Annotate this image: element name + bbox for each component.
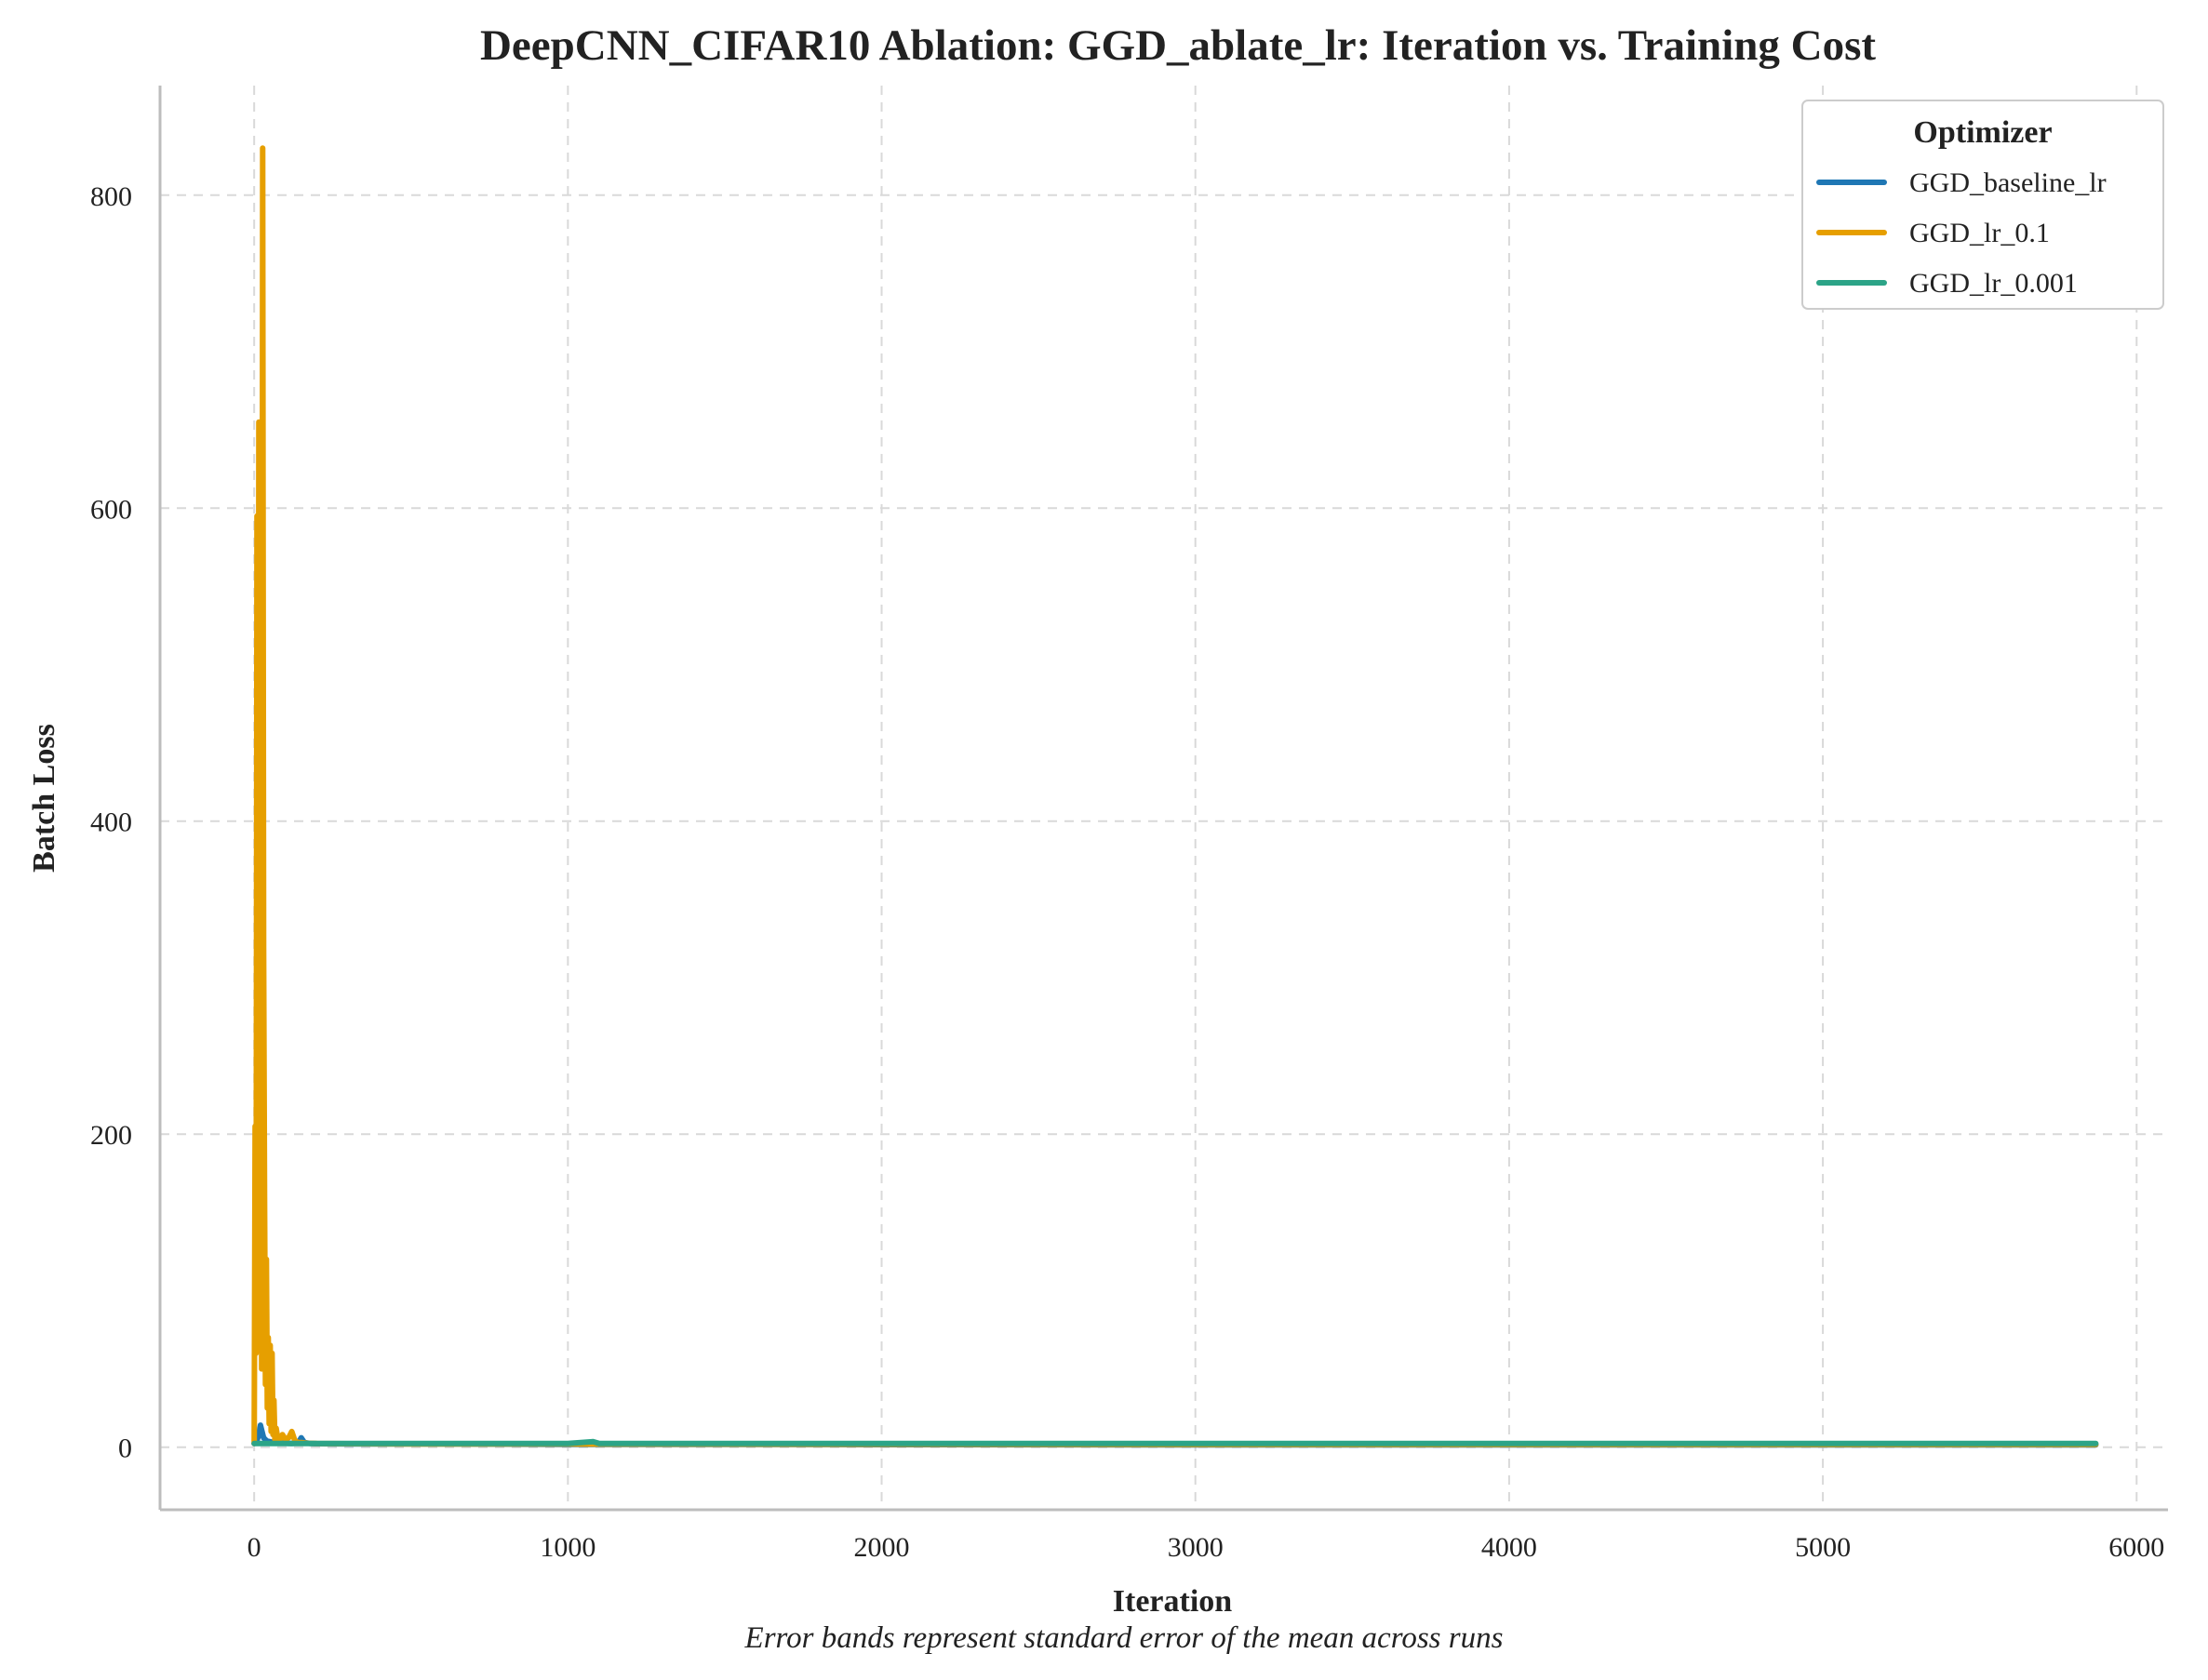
legend-label-ggd-lr-0-1: GGD_lr_0.1 [1909, 218, 2050, 248]
legend-label-ggd-lr-0-001: GGD_lr_0.001 [1909, 268, 2078, 299]
x-tick-label: 4000 [1481, 1532, 1537, 1563]
series-line-ggd-lr-0-1 [251, 145, 2099, 1447]
series-lines [251, 145, 2099, 1448]
chart-title: DeepCNN_CIFAR10 Ablation: GGD_ablate_lr:… [480, 21, 1876, 70]
legend: Optimizer GGD_baseline_lr GGD_lr_0.1 GGD_l… [1801, 100, 2164, 310]
x-tick-label: 3000 [1168, 1532, 1224, 1563]
chart-caption: Error bands represent standard error of … [744, 1621, 1504, 1655]
x-axis-label: Iteration [1113, 1584, 1233, 1619]
series-line-ggd-lr-0-001 [251, 1438, 2099, 1447]
legend-label-ggd-baseline-lr: GGD_baseline_lr [1909, 167, 2107, 198]
y-axis-label: Batch Loss [27, 724, 61, 873]
y-tick-label: 0 [118, 1433, 132, 1464]
x-tick-label: 5000 [1795, 1532, 1851, 1563]
x-tick-label: 2000 [854, 1532, 910, 1563]
y-tick-label: 400 [90, 807, 132, 838]
x-tick-label: 0 [248, 1532, 261, 1563]
legend-title: Optimizer [1913, 115, 2052, 150]
y-tick-label: 200 [90, 1120, 132, 1151]
x-tick-label: 6000 [2108, 1532, 2164, 1563]
legend-box [1801, 100, 2164, 310]
x-tick-labels: 0 1000 2000 3000 4000 5000 6000 [248, 1532, 2165, 1563]
y-tick-label: 800 [90, 181, 132, 212]
x-tick-label: 1000 [540, 1532, 595, 1563]
y-tick-label: 600 [90, 494, 132, 525]
legend-items: GGD_baseline_lr GGD_lr_0.1 GGD_lr_0.001 [1816, 167, 2107, 299]
y-tick-labels: 0 200 400 600 800 [90, 181, 132, 1464]
grid [160, 86, 2168, 1510]
